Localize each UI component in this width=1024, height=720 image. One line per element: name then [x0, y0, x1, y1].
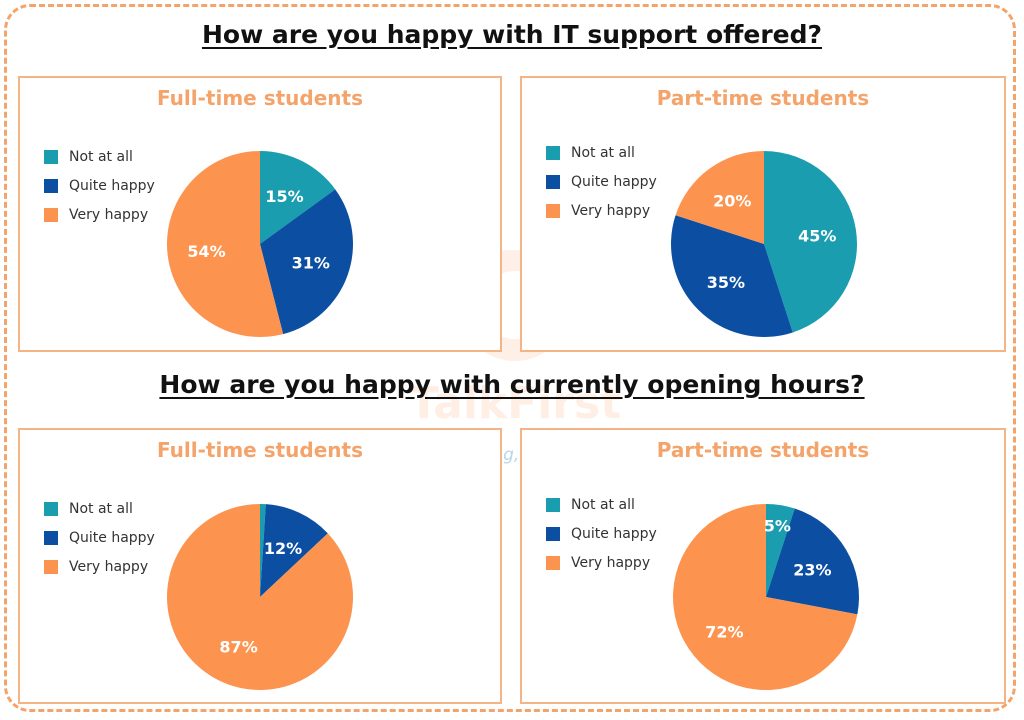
legend-label: Not at all — [69, 500, 133, 517]
legend-swatch-very-happy — [44, 559, 58, 574]
legend: Not at all Quite happy Very happy — [546, 138, 657, 225]
legend-label: Not at all — [571, 144, 635, 161]
legend-label: Quite happy — [69, 529, 155, 546]
label-quite-happy: 23% — [793, 561, 831, 580]
slice-quite-happy — [766, 508, 859, 615]
legend: Not at all Quite happy Very happy — [546, 490, 657, 577]
slice-not-at-all — [260, 151, 336, 244]
legend-item-very-happy: Very happy — [44, 200, 155, 229]
slice-quite-happy — [260, 504, 328, 597]
pie-chart-it-parttime: 45% 35% 20% — [671, 151, 857, 337]
label-very-happy: 54% — [187, 242, 225, 261]
label-not-at-all: 15% — [265, 187, 303, 206]
label-very-happy: 72% — [705, 622, 743, 641]
label-very-happy: 87% — [219, 638, 257, 657]
label-very-happy: 20% — [713, 191, 751, 210]
section-title-it-support: How are you happy with IT support offere… — [201, 20, 823, 49]
legend-item-not-at-all: Not at all — [44, 142, 155, 171]
slice-very-happy — [673, 504, 858, 690]
slice-very-happy — [166, 504, 353, 690]
legend-swatch-not-at-all — [546, 145, 560, 160]
legend-item-very-happy: Very happy — [546, 196, 657, 225]
label-not-at-all: 5% — [764, 516, 791, 535]
legend-swatch-very-happy — [44, 207, 58, 222]
legend-swatch-very-happy — [546, 555, 560, 570]
legend-label: Very happy — [69, 558, 149, 575]
panel-title: Part-time students — [656, 86, 870, 110]
slice-not-at-all — [260, 504, 266, 597]
watermark-brand: TalkFirst — [409, 378, 621, 429]
legend-swatch-very-happy — [546, 203, 560, 218]
legend-item-very-happy: Very happy — [546, 548, 657, 577]
panel-it-fulltime: Full-time students Not at all Quite happ… — [18, 76, 502, 352]
legend-item-not-at-all: Not at all — [546, 490, 657, 519]
legend-swatch-quite-happy — [546, 526, 560, 541]
legend: Not at all Quite happy Very happy — [44, 142, 155, 229]
legend: Not at all Quite happy Very happy — [44, 494, 155, 581]
legend-label: Quite happy — [571, 173, 657, 190]
legend-item-quite-happy: Quite happy — [546, 519, 657, 548]
legend-swatch-quite-happy — [44, 178, 58, 193]
slice-very-happy — [166, 151, 284, 337]
dashed-frame — [4, 4, 1016, 712]
legend-swatch-not-at-all — [546, 497, 560, 512]
legend-item-quite-happy: Quite happy — [546, 167, 657, 196]
legend-swatch-not-at-all — [44, 501, 58, 516]
panel-hours-parttime: Part-time students Not at all Quite happ… — [520, 428, 1006, 704]
slice-not-at-all — [764, 151, 857, 333]
legend-item-not-at-all: Not at all — [44, 494, 155, 523]
label-quite-happy: 31% — [292, 253, 330, 272]
legend-swatch-quite-happy — [546, 174, 560, 189]
section-title-opening-hours: How are you happy with currently opening… — [159, 370, 865, 399]
panel-it-parttime: Part-time students Not at all Quite happ… — [520, 76, 1006, 352]
panel-title: Full-time students — [157, 438, 363, 462]
slice-not-at-all — [766, 504, 795, 597]
pie-chart-it-fulltime: 15% 31% 54% — [166, 151, 353, 337]
legend-item-not-at-all: Not at all — [546, 138, 657, 167]
slice-very-happy — [675, 151, 764, 244]
legend-label: Not at all — [571, 496, 635, 513]
panel-title: Part-time students — [656, 438, 870, 462]
legend-label: Not at all — [69, 148, 133, 165]
legend-item-quite-happy: Quite happy — [44, 171, 155, 200]
legend-swatch-not-at-all — [44, 149, 58, 164]
panel-hours-fulltime: Full-time students Not at all Quite happ… — [18, 428, 502, 704]
slice-quite-happy — [671, 215, 793, 337]
legend-item-very-happy: Very happy — [44, 552, 155, 581]
slice-quite-happy — [260, 189, 353, 335]
legend-label: Very happy — [69, 206, 149, 223]
legend-swatch-quite-happy — [44, 530, 58, 545]
label-not-at-all: 45% — [798, 227, 836, 246]
panel-title: Full-time students — [157, 86, 363, 110]
legend-label: Quite happy — [69, 177, 155, 194]
watermark-logo: TalkFirst Enjoy learning, enjoy English — [392, 250, 638, 465]
label-quite-happy: 12% — [264, 539, 302, 558]
pie-chart-hours-fulltime: 12% 87% — [166, 504, 353, 690]
pie-chart-hours-parttime: 5% 23% 72% — [673, 504, 859, 690]
legend-label: Very happy — [571, 554, 651, 571]
legend-label: Quite happy — [571, 525, 657, 542]
label-quite-happy: 35% — [707, 273, 745, 292]
legend-item-quite-happy: Quite happy — [44, 523, 155, 552]
legend-label: Very happy — [571, 202, 651, 219]
